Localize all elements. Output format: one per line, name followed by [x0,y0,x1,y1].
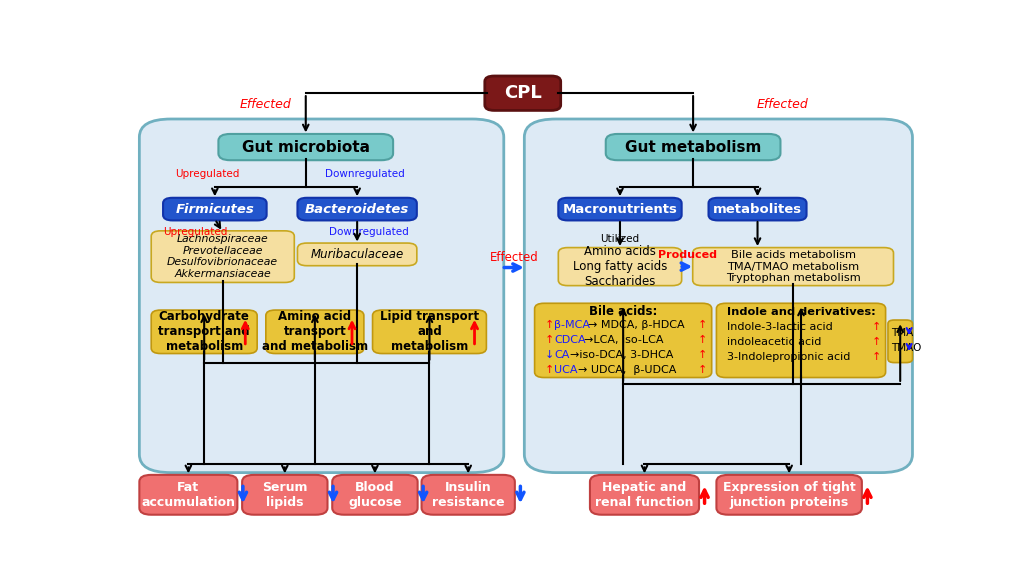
Text: ↑: ↑ [870,352,879,362]
Text: ↑: ↑ [697,350,706,360]
Text: Muribaculaceae: Muribaculaceae [310,248,404,261]
Text: Upregulated: Upregulated [163,227,227,237]
Text: Downregulated: Downregulated [325,169,405,179]
Text: Amino acids
Long fatty acids
Saccharides: Amino acids Long fatty acids Saccharides [573,245,666,288]
Text: Firmicutes: Firmicutes [175,203,254,216]
FancyBboxPatch shape [715,475,861,514]
Text: →LCA, iso-LCA: →LCA, iso-LCA [584,335,663,345]
Text: Blood
glucose: Blood glucose [347,481,401,509]
Text: Utilized: Utilized [600,234,639,244]
Text: Macronutrients: Macronutrients [562,203,677,216]
Text: Bile acids:: Bile acids: [588,305,656,318]
Text: Effected: Effected [489,251,538,264]
Text: CPL: CPL [503,84,541,102]
FancyBboxPatch shape [605,134,780,160]
Text: CA: CA [554,350,570,360]
FancyBboxPatch shape [140,119,503,473]
Text: Lachnospiraceae
Prevotellaceae
Desulfovibrionaceae
Akkermansiaceae: Lachnospiraceae Prevotellaceae Desulfovi… [167,234,278,279]
FancyBboxPatch shape [557,198,681,220]
Text: Bacteroidetes: Bacteroidetes [305,203,409,216]
Text: →iso-DCA, 3-DHCA: →iso-DCA, 3-DHCA [570,350,673,360]
Text: CDCA: CDCA [554,335,586,345]
Text: TMAO: TMAO [891,343,921,353]
Text: ↑: ↑ [697,335,706,345]
FancyBboxPatch shape [151,310,257,353]
Text: Fat
accumulation: Fat accumulation [142,481,235,509]
Text: Lipid transport
and
metabolism: Lipid transport and metabolism [379,310,479,353]
FancyBboxPatch shape [708,198,806,220]
Text: Produced: Produced [657,250,716,260]
Text: Expression of tight
junction proteins: Expression of tight junction proteins [722,481,855,509]
Text: ↑: ↑ [697,320,706,330]
FancyBboxPatch shape [421,475,515,514]
FancyBboxPatch shape [266,310,364,353]
FancyBboxPatch shape [163,198,266,220]
Text: Bile acids metabolism
TMA/TMAO metabolism
Tryptophan metabolism: Bile acids metabolism TMA/TMAO metabolis… [725,250,860,283]
Text: Insulin
resistance: Insulin resistance [431,481,504,509]
FancyBboxPatch shape [534,303,711,377]
Text: ↑: ↑ [544,320,553,330]
Text: → MDCA, β-HDCA: → MDCA, β-HDCA [587,320,684,330]
FancyBboxPatch shape [298,198,417,220]
FancyBboxPatch shape [888,320,912,363]
FancyBboxPatch shape [715,303,884,377]
FancyBboxPatch shape [484,76,560,111]
FancyBboxPatch shape [332,475,417,514]
Text: Hepatic and
renal function: Hepatic and renal function [595,481,693,509]
FancyBboxPatch shape [242,475,327,514]
Text: metabolites: metabolites [712,203,801,216]
Text: ↑: ↑ [697,365,706,375]
Text: ↓: ↓ [544,350,553,360]
FancyBboxPatch shape [218,134,392,160]
Text: Effected: Effected [239,98,291,111]
FancyBboxPatch shape [557,248,681,286]
Text: 3-Indolepropionic acid: 3-Indolepropionic acid [726,352,849,362]
Text: Upregulated: Upregulated [174,169,238,179]
Text: TMA: TMA [891,328,913,338]
Text: → UDCA,  β-UDCA: → UDCA, β-UDCA [578,365,676,375]
Text: ↑: ↑ [870,337,879,348]
FancyBboxPatch shape [298,243,417,266]
Text: Carbohydrate
transport and
metabolism: Carbohydrate transport and metabolism [158,310,250,353]
FancyBboxPatch shape [692,248,893,286]
FancyBboxPatch shape [589,475,698,514]
Text: Indole-3-lactic acid: Indole-3-lactic acid [726,322,832,332]
Text: Serum
lipids: Serum lipids [262,481,308,509]
Text: ↑: ↑ [544,365,553,375]
Text: ↑: ↑ [870,322,879,332]
FancyBboxPatch shape [524,119,912,473]
FancyBboxPatch shape [140,475,237,514]
FancyBboxPatch shape [372,310,486,353]
Text: Gut microbiota: Gut microbiota [242,139,370,155]
Text: UCA: UCA [554,365,578,375]
Text: Downregulated: Downregulated [329,227,409,237]
Text: ↑: ↑ [544,335,553,345]
Text: Amino acid
transport
and metabolism: Amino acid transport and metabolism [262,310,368,353]
Text: Indole and derivatives:: Indole and derivatives: [726,307,874,317]
Text: β-MCA: β-MCA [554,320,590,330]
Text: Effected: Effected [755,98,807,111]
FancyBboxPatch shape [151,231,294,282]
Text: indoleacetic acid: indoleacetic acid [726,337,820,348]
Text: Gut metabolism: Gut metabolism [625,139,760,155]
